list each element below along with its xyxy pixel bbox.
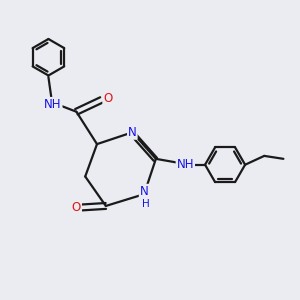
Text: N: N bbox=[128, 126, 137, 139]
Text: NH: NH bbox=[44, 98, 61, 111]
Text: NH: NH bbox=[177, 158, 194, 171]
Text: H: H bbox=[142, 199, 149, 208]
Text: O: O bbox=[103, 92, 112, 105]
Text: N: N bbox=[140, 185, 148, 198]
Text: O: O bbox=[72, 201, 81, 214]
